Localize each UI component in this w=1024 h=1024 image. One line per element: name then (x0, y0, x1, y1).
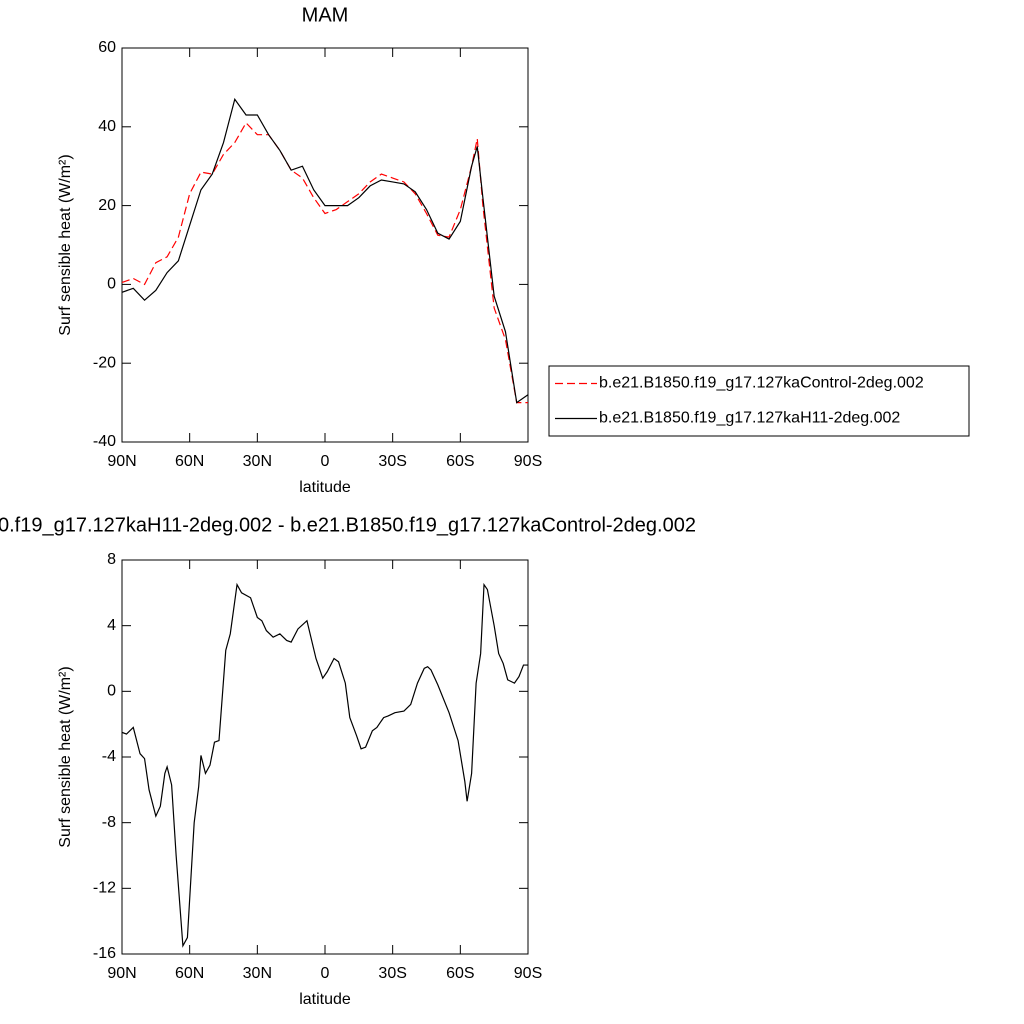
x-tick-label: 0 (321, 453, 330, 470)
x-tick-label: 30N (243, 453, 272, 470)
x-tick-label: 60N (175, 965, 204, 982)
x-tick-label: 30S (378, 453, 406, 470)
y-tick-label: 4 (107, 617, 116, 634)
legend-box (548, 365, 970, 437)
chart-title: 0.f19_g17.127kaH11-2deg.002 - b.e21.B185… (0, 514, 696, 536)
legend-label: b.e21.B1850.f19_g17.127kaControl-2deg.00… (599, 375, 924, 392)
data-line (121, 97, 529, 404)
x-axis-label: latitude (299, 991, 351, 1008)
y-tick-label: 40 (98, 118, 116, 135)
y-tick-label: 0 (107, 276, 116, 293)
chart-title: MAM (302, 4, 349, 26)
x-tick-label: 30N (243, 965, 272, 982)
x-tick-label: 60S (446, 453, 474, 470)
legend-label: b.e21.B1850.f19_g17.127kaH11-2deg.002 (599, 410, 900, 427)
data-line (121, 121, 528, 404)
y-tick-label: -20 (93, 354, 116, 371)
y-tick-label: 0 (107, 683, 116, 700)
y-tick-label: -16 (93, 945, 116, 962)
x-tick-label: 60N (175, 453, 204, 470)
y-tick-label: -40 (93, 433, 116, 450)
y-tick-label: -8 (102, 814, 116, 831)
data-line (121, 582, 528, 948)
x-tick-label: 90S (514, 965, 542, 982)
y-tick-label: 8 (107, 551, 116, 568)
x-tick-label: 90S (514, 453, 542, 470)
y-axis-label: Surf sensible heat (W/m²) (57, 666, 74, 847)
x-tick-label: 90N (107, 453, 136, 470)
x-tick-label: 90N (107, 965, 136, 982)
y-tick-label: 60 (98, 39, 116, 56)
x-tick-label: 30S (378, 965, 406, 982)
y-axis-label: Surf sensible heat (W/m²) (57, 154, 74, 335)
x-tick-label: 0 (321, 965, 330, 982)
y-tick-label: -4 (102, 748, 116, 765)
plot-frame (121, 559, 529, 955)
x-axis-label: latitude (299, 479, 351, 496)
y-tick-label: -12 (93, 880, 116, 897)
x-tick-label: 60S (446, 965, 474, 982)
y-tick-label: 20 (98, 197, 116, 214)
